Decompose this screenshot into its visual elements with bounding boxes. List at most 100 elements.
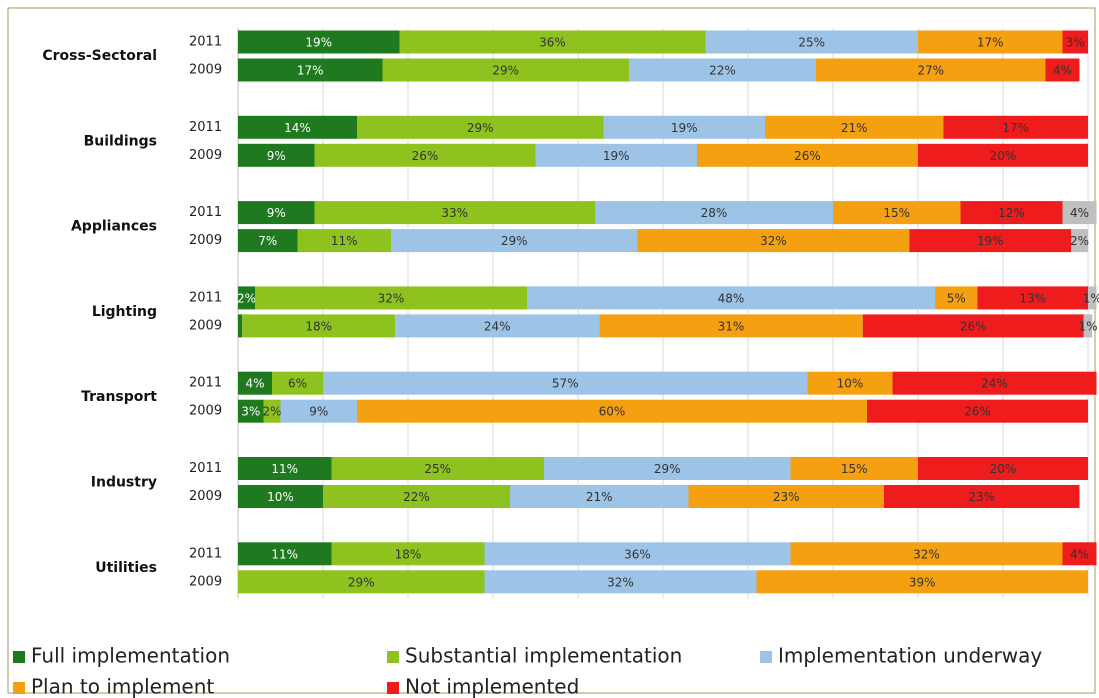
bar-segment	[697, 143, 918, 167]
bar-segment	[1071, 229, 1088, 253]
data-label: 33%	[441, 206, 468, 220]
bar-segment	[323, 371, 808, 395]
bar-segment	[1062, 30, 1088, 54]
legend-swatch	[13, 651, 25, 663]
data-label: 19%	[977, 234, 1004, 248]
bar-segment	[323, 485, 510, 508]
bar-segment	[807, 371, 893, 395]
year-label: 2011	[189, 546, 222, 561]
data-label: 4%	[1053, 64, 1072, 78]
group-label: Transport	[81, 389, 157, 405]
bar-segment	[331, 542, 485, 566]
bar-segment	[935, 286, 978, 310]
data-label: 25%	[424, 462, 451, 476]
bar-segment	[1062, 201, 1097, 225]
bar-segment	[238, 229, 298, 253]
legend-swatch	[760, 651, 772, 663]
bar-segment	[263, 399, 281, 423]
data-label: 18%	[305, 319, 332, 333]
data-label: 2%	[262, 405, 281, 419]
bar-segment	[238, 314, 243, 338]
bar-segment	[960, 201, 1063, 225]
data-label: 11%	[271, 547, 298, 561]
bar-segment	[297, 229, 391, 253]
data-label: 18%	[395, 547, 422, 561]
bar-segment	[599, 314, 863, 338]
data-label: 32%	[607, 575, 634, 589]
data-label: 29%	[492, 64, 519, 78]
data-label: 32%	[760, 234, 787, 248]
bar-segment	[918, 457, 1088, 480]
bar-segment	[484, 570, 757, 594]
data-label: 22%	[709, 64, 736, 78]
bar-segment	[331, 457, 544, 480]
bar-segment	[314, 143, 536, 167]
bar-segment	[399, 30, 706, 54]
bar-segment	[1083, 314, 1093, 338]
data-label: 48%	[718, 291, 745, 305]
data-label: 20%	[990, 462, 1017, 476]
data-label: 27%	[917, 64, 944, 78]
bar-segment	[1062, 542, 1097, 566]
data-label: 2%	[1070, 234, 1089, 248]
data-label: 12%	[998, 206, 1025, 220]
data-label: 14%	[284, 121, 311, 135]
data-label: 17%	[297, 64, 324, 78]
bar-segment	[867, 399, 1088, 423]
bar-segment	[943, 115, 1088, 139]
bar-segment	[1088, 286, 1097, 310]
year-label: 2011	[189, 376, 222, 391]
bar-segment	[637, 229, 910, 253]
group-label: Appliances	[71, 219, 157, 235]
legend-swatch	[387, 682, 399, 694]
group-label: Utilities	[95, 560, 157, 576]
year-label: 2011	[189, 120, 222, 135]
bar-segment	[510, 485, 689, 508]
data-label: 9%	[309, 405, 328, 419]
data-label: 29%	[501, 234, 528, 248]
bar-segment	[527, 286, 935, 310]
bar-segment	[255, 286, 527, 310]
data-label: 2%	[237, 291, 256, 305]
data-label: 19%	[671, 121, 698, 135]
data-label: 4%	[245, 377, 264, 391]
bar-segment	[705, 30, 918, 54]
data-label: 26%	[412, 149, 439, 163]
data-label: 3%	[241, 405, 260, 419]
data-label: 10%	[837, 377, 864, 391]
data-label: 11%	[271, 462, 298, 476]
data-label: 6%	[288, 377, 307, 391]
bar-segment	[238, 201, 315, 225]
bar-segment	[238, 457, 332, 480]
data-label: 9%	[267, 206, 286, 220]
data-label: 3%	[1066, 36, 1085, 50]
bar-segment	[238, 570, 485, 594]
bar-segment	[909, 229, 1071, 253]
data-label: 23%	[773, 490, 800, 504]
legend-label: Substantial implementation	[405, 644, 682, 668]
bar-segment	[238, 485, 323, 508]
bar-segment	[688, 485, 884, 508]
bar-segment	[816, 58, 1046, 82]
legend-swatch	[13, 682, 25, 694]
data-label: 26%	[964, 405, 991, 419]
bar-segment	[280, 399, 357, 423]
data-label: 17%	[1002, 121, 1029, 135]
bar-segment	[238, 542, 332, 566]
bar-segment	[790, 457, 918, 480]
data-label: 19%	[305, 36, 332, 50]
year-label: 2009	[189, 318, 222, 333]
data-label: 21%	[586, 490, 613, 504]
bar-segment	[862, 314, 1084, 338]
bar-segment	[357, 115, 604, 139]
data-label: 32%	[378, 291, 405, 305]
year-label: 2011	[189, 35, 222, 50]
data-label: 21%	[841, 121, 868, 135]
legend-label: Not implemented	[405, 675, 579, 698]
bar-segment	[238, 286, 255, 310]
bar-segment	[977, 286, 1088, 310]
legend-label: Implementation underway	[778, 644, 1042, 668]
legend-label: Full implementation	[31, 644, 230, 668]
group-label: Buildings	[84, 133, 157, 149]
